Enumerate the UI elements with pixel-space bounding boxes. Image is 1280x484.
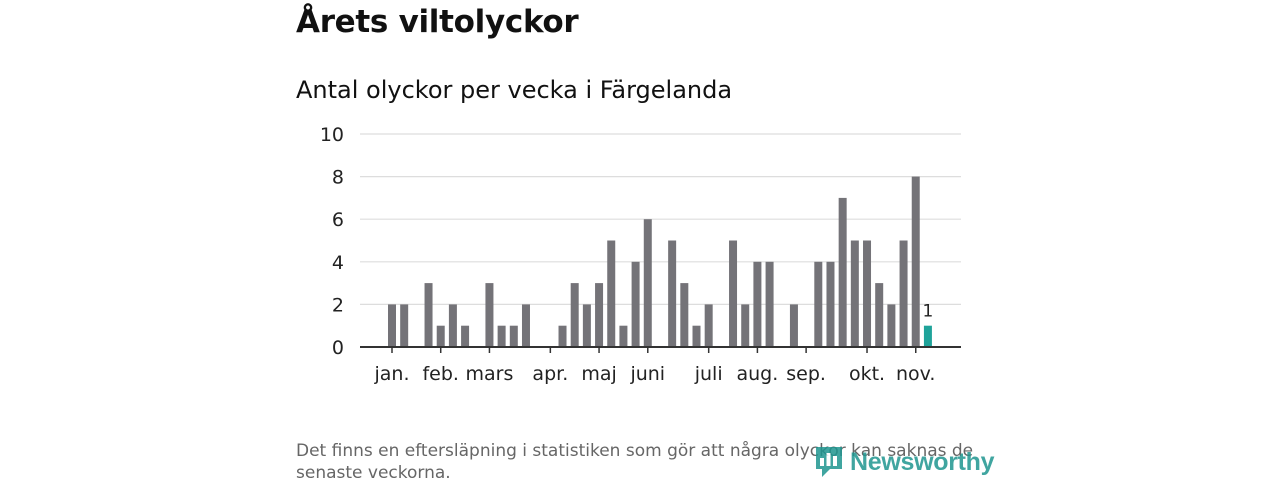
footnote: Det finns en eftersläpning i statistiken… bbox=[296, 441, 974, 483]
bar[interactable] bbox=[789, 304, 798, 347]
bar-chart: 1 0 2 4 6 8 10 jan. feb. mars apr. maj juni juli aug.… bbox=[320, 124, 961, 385]
bar[interactable] bbox=[899, 240, 908, 348]
bar[interactable] bbox=[911, 176, 920, 347]
bar[interactable] bbox=[863, 240, 872, 348]
x-tick-label: juli bbox=[694, 363, 723, 385]
x-tick-label: juni bbox=[629, 363, 665, 385]
logo-text: Newsworthy bbox=[850, 447, 995, 476]
newsworthy-chart-icon bbox=[816, 447, 842, 477]
bar[interactable] bbox=[704, 304, 713, 347]
bar[interactable] bbox=[388, 304, 396, 347]
bar[interactable] bbox=[497, 325, 506, 347]
y-tick-label: 10 bbox=[320, 124, 344, 146]
bar[interactable] bbox=[838, 197, 847, 347]
bar[interactable] bbox=[595, 283, 604, 347]
y-tick-label: 8 bbox=[332, 167, 344, 189]
bar[interactable] bbox=[582, 304, 591, 347]
grid-layer bbox=[360, 133, 961, 305]
page-title: Årets viltolyckor bbox=[296, 4, 579, 40]
chart-subtitle: Antal olyckor per vecka i Färgelanda bbox=[296, 76, 733, 104]
x-tick-label: nov. bbox=[896, 363, 935, 385]
bar[interactable] bbox=[570, 283, 579, 347]
bar[interactable] bbox=[680, 283, 689, 347]
x-tick-label: aug. bbox=[737, 363, 779, 385]
bar[interactable] bbox=[607, 240, 616, 348]
bar[interactable] bbox=[875, 283, 884, 347]
bar[interactable] bbox=[643, 219, 652, 347]
bar[interactable] bbox=[826, 261, 835, 347]
bar[interactable] bbox=[485, 283, 494, 347]
bar-layer: 1 bbox=[388, 176, 934, 348]
bar[interactable] bbox=[461, 325, 470, 347]
x-tick-label: feb. bbox=[422, 363, 458, 385]
bar[interactable] bbox=[509, 325, 518, 347]
bar[interactable] bbox=[741, 304, 750, 347]
x-tick-label: sep. bbox=[786, 363, 826, 385]
x-tick-label: mars bbox=[466, 363, 514, 385]
y-tick-label: 6 bbox=[332, 209, 344, 231]
bar[interactable] bbox=[521, 304, 530, 347]
bar[interactable] bbox=[765, 261, 774, 347]
bar[interactable] bbox=[424, 283, 433, 347]
bar[interactable] bbox=[850, 240, 859, 348]
axis-layer: 0 2 4 6 8 10 jan. feb. mars apr. maj juni juli aug. se… bbox=[320, 124, 961, 385]
bar[interactable] bbox=[436, 325, 445, 347]
bar[interactable] bbox=[692, 325, 701, 347]
y-tick-label: 2 bbox=[332, 294, 344, 316]
y-tick-label: 0 bbox=[332, 337, 344, 359]
bar[interactable] bbox=[448, 304, 457, 347]
x-tick-label: okt. bbox=[849, 363, 885, 385]
newsworthy-logo[interactable]: Newsworthy bbox=[814, 444, 995, 480]
x-tick-label: jan. bbox=[373, 363, 409, 385]
bar[interactable] bbox=[753, 261, 762, 347]
bar[interactable] bbox=[887, 304, 896, 347]
bar[interactable] bbox=[814, 261, 823, 347]
bar[interactable] bbox=[729, 240, 738, 348]
bar[interactable] bbox=[631, 261, 640, 347]
bar[interactable] bbox=[619, 325, 628, 347]
y-tick-label: 4 bbox=[332, 252, 344, 274]
bar-current-week[interactable] bbox=[923, 325, 932, 347]
x-tick-label: maj bbox=[581, 363, 616, 385]
bar[interactable] bbox=[400, 304, 409, 347]
bar[interactable] bbox=[558, 325, 567, 347]
bar[interactable] bbox=[668, 240, 677, 348]
bar-data-label: 1 bbox=[923, 302, 934, 322]
x-tick-label: apr. bbox=[532, 363, 568, 385]
